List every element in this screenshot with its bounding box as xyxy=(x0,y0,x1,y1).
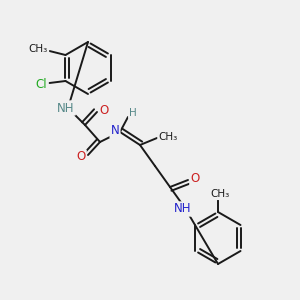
Text: CH₃: CH₃ xyxy=(29,44,48,54)
Text: NH: NH xyxy=(57,101,75,115)
Text: CH₃: CH₃ xyxy=(210,189,230,199)
Text: H: H xyxy=(129,108,137,118)
Text: CH₃: CH₃ xyxy=(158,132,178,142)
Text: O: O xyxy=(76,151,85,164)
Text: O: O xyxy=(99,104,109,118)
Text: N: N xyxy=(111,124,119,137)
Text: Cl: Cl xyxy=(36,79,47,92)
Text: NH: NH xyxy=(174,202,192,215)
Text: O: O xyxy=(190,172,200,185)
